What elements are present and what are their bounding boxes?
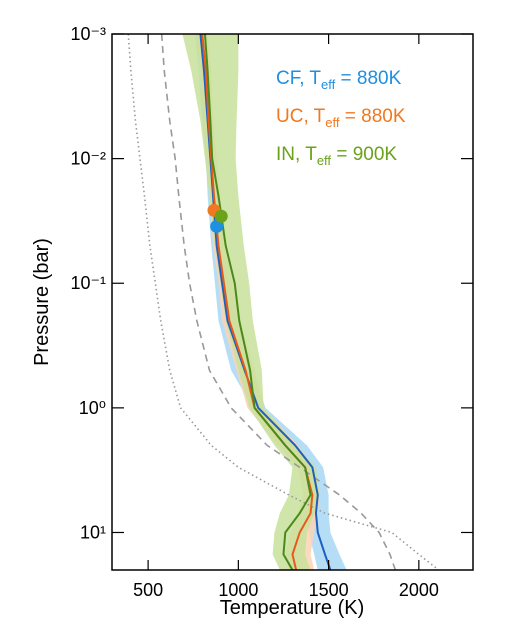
legend-text: = 880K	[335, 68, 401, 89]
marker-point	[214, 209, 228, 223]
legend-text: UC, T	[276, 106, 326, 127]
line	[160, 34, 397, 570]
x-tick-label: 500	[133, 580, 163, 600]
legend-subscript: eff	[321, 77, 336, 92]
legend-text: IN, T	[276, 144, 317, 165]
line	[201, 34, 314, 570]
legend-subscript: eff	[325, 115, 340, 130]
x-tick-label: 2000	[399, 580, 439, 600]
legend-text: = 880K	[339, 106, 405, 127]
legend-text: CF, T	[276, 68, 321, 89]
legend-entry: UC, Teff = 880K	[276, 106, 406, 130]
plot-frame	[111, 33, 474, 571]
band	[196, 34, 320, 570]
line	[127, 34, 440, 570]
marker-point	[210, 219, 224, 233]
y-tick-label: 10⁻³	[70, 24, 106, 44]
legend-text: = 900K	[331, 144, 397, 165]
legend-entry: IN, Teff = 900K	[276, 144, 397, 168]
x-tick-label: 1500	[309, 580, 349, 600]
y-tick-label: 10⁻¹	[70, 273, 106, 293]
y-axis-label: Pressure (bar)	[31, 238, 53, 366]
x-tick-label: 1000	[218, 580, 258, 600]
legend-entry: CF, Teff = 880K	[276, 68, 402, 92]
y-tick-label: 10¹	[80, 522, 106, 542]
y-tick-label: 10⁻²	[70, 149, 106, 169]
legend-subscript: eff	[317, 153, 332, 168]
x-axis-label: Temperature (K)	[220, 597, 365, 619]
axes: 500 1000 1500 2000 10⁻³ 10⁻² 10⁻¹ 10⁰ 10¹	[70, 24, 474, 600]
lines	[127, 34, 440, 570]
y-tick-label: 10⁰	[79, 398, 106, 418]
line	[203, 34, 312, 570]
